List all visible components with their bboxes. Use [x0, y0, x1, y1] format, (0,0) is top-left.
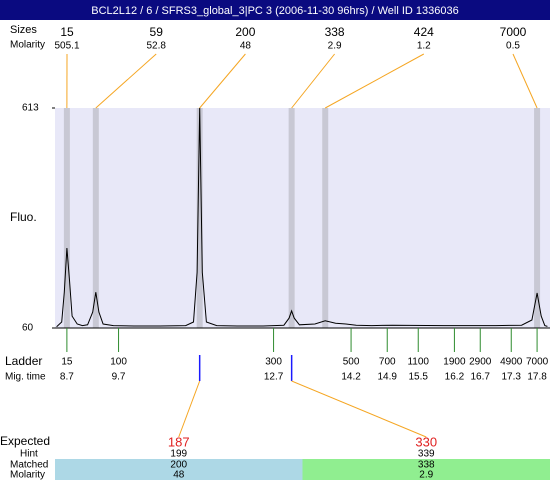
y-tick-label: 60: [22, 323, 34, 334]
expected-connector: [178, 380, 201, 438]
ladder-size: 1100: [407, 357, 429, 368]
peak-size: 59: [150, 25, 164, 39]
ladder-size: 300: [265, 357, 282, 368]
ladder-size: 4900: [500, 357, 523, 368]
ladder-size: 500: [343, 357, 360, 368]
peak-connector: [95, 53, 157, 109]
ladder-time: 17.8: [527, 372, 547, 383]
matched-label: Matched: [10, 460, 48, 471]
ladder-time: 17.3: [502, 372, 522, 383]
peak-band: [534, 108, 541, 328]
matched-band: [302, 459, 550, 480]
peak-size: 15: [60, 25, 74, 39]
matched-band: [55, 459, 303, 480]
hint-value: 199: [170, 449, 187, 460]
ladder-time: 16.2: [445, 372, 465, 383]
ladder-time: 14.2: [341, 372, 361, 383]
chart-title: BCL2L12 / 6 / SFRS3_global_3|PC 3 (2006-…: [91, 5, 459, 17]
ladder-time: 15.5: [409, 372, 429, 383]
peak-size: 200: [235, 25, 255, 39]
peak-band: [63, 108, 70, 328]
y-axis-label: Fluo.: [10, 210, 37, 224]
hint-label: Hint: [20, 449, 38, 460]
peak-molarity: 0.5: [506, 41, 520, 52]
ladder-time: 14.9: [378, 372, 398, 383]
peak-band: [322, 108, 329, 328]
expected-molarity-label: Molarity: [10, 470, 45, 480]
ladder-size: 1900: [443, 357, 466, 368]
title-bar: [0, 0, 550, 20]
ladder-size: 100: [110, 357, 127, 368]
expected-value: 330: [415, 434, 437, 449]
mig-time-label: Mig. time: [5, 372, 46, 383]
peak-size: 338: [325, 25, 345, 39]
ladder-label: Ladder: [5, 354, 42, 368]
peak-molarity: 505.1: [54, 41, 79, 52]
ladder-size: 700: [379, 357, 396, 368]
ladder-time: 8.7: [60, 372, 74, 383]
trace: [56, 107, 548, 328]
ladder-time: 16.7: [471, 372, 491, 383]
ladder-time: 9.7: [112, 372, 126, 383]
ladder-size: 7000: [526, 357, 549, 368]
ladder-size: 15: [61, 357, 73, 368]
peak-band: [288, 108, 295, 328]
expected-molarity: 48: [173, 470, 185, 480]
ladder-time: 12.7: [264, 372, 284, 383]
matched-value: 338: [418, 460, 435, 471]
peak-band: [196, 108, 203, 328]
hint-value: 339: [418, 449, 435, 460]
peak-molarity: 2.9: [328, 41, 342, 52]
ladder-size: 2900: [469, 357, 492, 368]
peak-molarity: 52.8: [146, 41, 166, 52]
matched-value: 200: [170, 460, 187, 471]
plot-area: [55, 108, 550, 328]
y-tick-label: 613: [22, 103, 39, 114]
peak-connector: [199, 53, 246, 109]
sizes-row-label: Sizes: [10, 24, 37, 36]
expected-value: 187: [168, 434, 190, 449]
peak-size: 424: [414, 25, 434, 39]
peak-size: 7000: [500, 25, 527, 39]
expected-molarity: 2.9: [419, 470, 433, 480]
peak-molarity: 48: [240, 41, 252, 52]
peak-connector: [324, 53, 425, 109]
expected-connector: [291, 380, 427, 438]
peak-connector: [291, 53, 335, 109]
peak-connector: [512, 53, 538, 109]
molarity-row-label: Molarity: [10, 40, 45, 51]
peak-molarity: 1.2: [417, 41, 431, 52]
peak-band: [92, 108, 99, 328]
expected-label: Expected: [0, 434, 50, 448]
